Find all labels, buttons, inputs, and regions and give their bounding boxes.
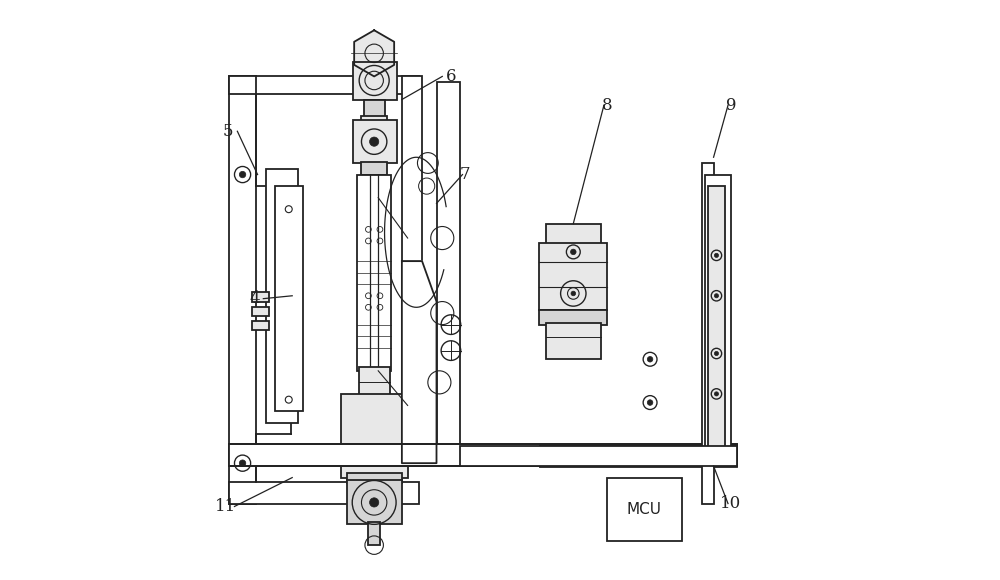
Text: 5: 5 xyxy=(222,123,233,140)
Bar xyxy=(229,77,419,94)
Circle shape xyxy=(714,392,719,396)
Bar xyxy=(353,119,397,163)
Text: 9: 9 xyxy=(726,97,736,114)
Bar xyxy=(357,175,391,371)
Bar xyxy=(359,367,390,395)
Circle shape xyxy=(571,291,576,296)
Bar xyxy=(364,100,385,117)
Text: 11: 11 xyxy=(215,498,236,515)
Text: 6: 6 xyxy=(446,68,456,85)
Bar xyxy=(539,310,607,325)
Circle shape xyxy=(571,249,576,255)
Bar xyxy=(546,323,601,359)
Bar xyxy=(702,163,714,503)
Bar xyxy=(341,394,408,477)
Polygon shape xyxy=(402,261,437,463)
Bar xyxy=(252,307,269,316)
Bar xyxy=(347,473,402,483)
Circle shape xyxy=(647,357,653,362)
Bar xyxy=(540,445,737,467)
Text: MCU: MCU xyxy=(627,502,662,517)
Bar xyxy=(539,242,607,310)
Bar xyxy=(229,77,256,503)
Bar xyxy=(368,522,380,545)
Bar xyxy=(437,82,460,452)
Bar xyxy=(347,480,402,524)
Circle shape xyxy=(370,498,379,507)
Bar xyxy=(266,169,298,423)
Bar xyxy=(252,292,269,302)
Bar xyxy=(460,446,737,466)
Bar xyxy=(546,224,601,244)
Polygon shape xyxy=(354,30,394,77)
Circle shape xyxy=(714,253,719,258)
Text: 10: 10 xyxy=(720,495,742,512)
Circle shape xyxy=(239,460,246,466)
Bar xyxy=(708,186,725,458)
Bar xyxy=(353,62,397,100)
Circle shape xyxy=(714,351,719,356)
Text: 7: 7 xyxy=(460,166,471,183)
Bar xyxy=(361,115,387,122)
Text: 4: 4 xyxy=(249,290,260,307)
Circle shape xyxy=(370,137,379,146)
Circle shape xyxy=(647,400,653,405)
Circle shape xyxy=(239,171,246,178)
Circle shape xyxy=(714,293,719,298)
Bar xyxy=(607,477,682,541)
Bar xyxy=(361,162,387,175)
Bar xyxy=(252,321,269,331)
Bar xyxy=(229,481,419,503)
Text: 8: 8 xyxy=(601,97,612,114)
Bar xyxy=(705,175,731,463)
Bar xyxy=(229,444,737,466)
Bar xyxy=(275,186,303,411)
Bar xyxy=(402,77,422,261)
